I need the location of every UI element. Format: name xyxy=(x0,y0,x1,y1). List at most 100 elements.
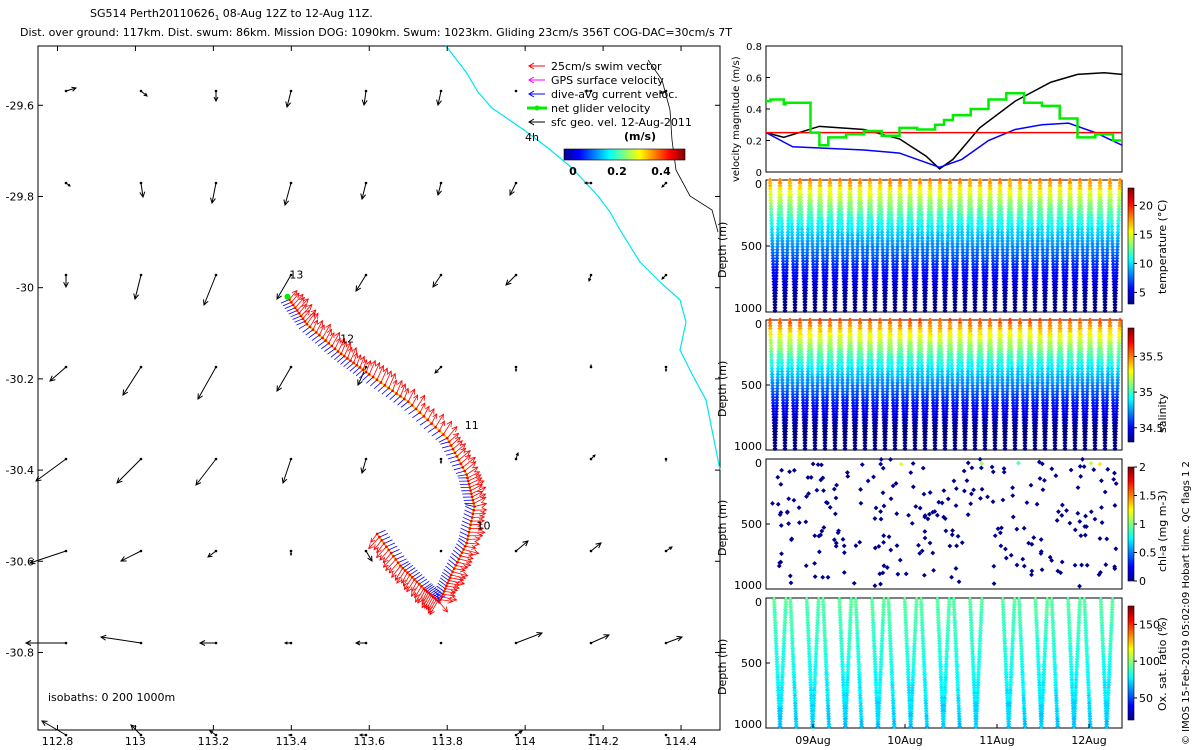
data-marker xyxy=(999,221,1005,226)
data-marker xyxy=(840,244,845,250)
data-marker xyxy=(848,195,854,200)
current-vector xyxy=(415,415,425,422)
data-marker xyxy=(980,250,986,255)
data-marker xyxy=(928,189,933,195)
data-marker xyxy=(889,218,894,224)
data-marker xyxy=(874,264,880,270)
data-marker xyxy=(908,209,914,215)
swim-vector xyxy=(373,539,384,551)
data-marker xyxy=(824,261,830,267)
geo-vel-arrow xyxy=(99,634,143,645)
data-marker xyxy=(862,305,868,311)
data-marker xyxy=(971,273,977,279)
data-marker xyxy=(859,238,865,244)
data-marker xyxy=(905,232,911,238)
data-marker xyxy=(910,264,916,270)
data-marker xyxy=(857,180,863,186)
data-marker xyxy=(870,250,876,255)
data-marker xyxy=(841,273,847,279)
data-marker xyxy=(860,253,866,258)
data-marker xyxy=(796,218,801,224)
data-marker xyxy=(863,279,869,285)
data-marker xyxy=(838,212,844,218)
data-marker xyxy=(785,235,791,241)
current-vector xyxy=(446,562,455,569)
data-marker xyxy=(955,226,961,232)
swim-vector xyxy=(469,484,484,492)
data-marker xyxy=(974,247,980,253)
data-marker xyxy=(959,215,964,221)
current-vector xyxy=(305,329,314,336)
data-marker xyxy=(984,247,990,253)
data-marker xyxy=(959,235,965,241)
data-marker xyxy=(823,276,829,282)
data-marker xyxy=(914,247,920,253)
data-marker xyxy=(858,197,864,203)
data-marker xyxy=(989,221,995,226)
data-marker xyxy=(904,270,909,276)
data-marker xyxy=(960,253,966,258)
data-marker xyxy=(878,212,884,218)
data-marker xyxy=(778,203,784,209)
current-vector xyxy=(383,539,393,544)
swim-vector xyxy=(449,573,467,580)
current-vector xyxy=(439,577,448,584)
data-marker xyxy=(824,247,830,253)
current-vector xyxy=(461,524,470,529)
data-marker xyxy=(874,261,880,267)
data-marker xyxy=(856,215,861,221)
data-marker xyxy=(946,209,952,215)
data-marker xyxy=(927,177,933,183)
data-marker xyxy=(1000,264,1006,270)
data-marker xyxy=(1004,253,1010,258)
data-marker xyxy=(1000,241,1005,247)
data-marker xyxy=(791,276,797,282)
data-marker xyxy=(973,279,979,285)
geo-vel-arrow xyxy=(133,273,143,301)
data-marker xyxy=(849,215,854,221)
data-marker xyxy=(912,308,918,314)
data-marker xyxy=(783,273,789,279)
data-marker xyxy=(934,247,940,253)
data-marker xyxy=(858,189,863,195)
current-vector xyxy=(296,321,306,326)
data-marker xyxy=(848,200,854,206)
data-marker xyxy=(858,212,864,218)
current-vector xyxy=(343,360,351,368)
data-marker xyxy=(984,250,990,255)
data-marker xyxy=(1007,180,1013,186)
data-marker xyxy=(884,247,890,253)
swim-vector xyxy=(462,548,480,556)
data-marker xyxy=(784,256,790,261)
swim-vector xyxy=(379,548,391,561)
data-marker xyxy=(964,256,970,261)
data-marker xyxy=(1014,250,1020,255)
data-marker xyxy=(960,256,966,261)
data-marker xyxy=(964,247,970,253)
data-marker xyxy=(822,308,828,314)
data-marker xyxy=(873,285,879,290)
current-vector xyxy=(446,452,456,456)
data-marker xyxy=(988,206,994,212)
data-marker xyxy=(789,215,794,221)
data-marker xyxy=(1015,244,1020,250)
data-marker xyxy=(865,241,870,247)
data-marker xyxy=(798,189,803,195)
data-marker xyxy=(839,238,845,244)
data-marker xyxy=(927,183,933,189)
data-marker xyxy=(900,264,906,270)
data-marker xyxy=(940,253,946,258)
geo-vel-arrow xyxy=(41,720,68,737)
data-marker xyxy=(950,250,956,255)
data-marker xyxy=(928,212,934,218)
data-marker xyxy=(949,221,955,226)
data-marker xyxy=(985,221,991,226)
data-marker xyxy=(822,302,828,308)
data-marker xyxy=(943,285,949,290)
data-marker xyxy=(815,232,821,238)
current-vector xyxy=(408,408,417,415)
data-marker xyxy=(864,253,870,258)
